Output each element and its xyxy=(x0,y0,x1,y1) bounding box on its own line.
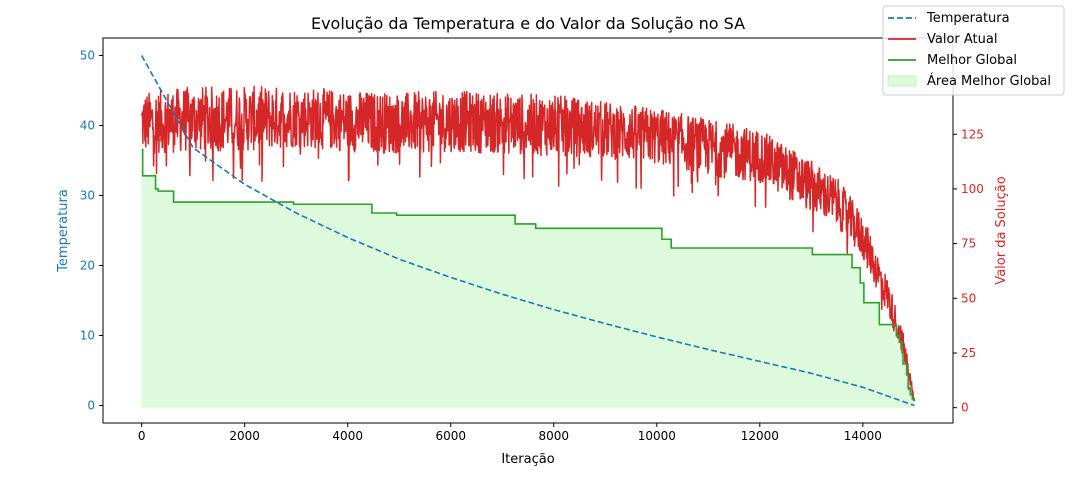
x-tick-label: 6000 xyxy=(435,429,466,443)
right-tick-label: 125 xyxy=(961,127,984,141)
x-tick-label: 10000 xyxy=(638,429,676,443)
current-value-line xyxy=(140,85,916,402)
left-tick-label: 30 xyxy=(80,189,95,203)
best-global-area xyxy=(141,149,915,408)
x-tick-label: 8000 xyxy=(538,429,569,443)
legend-label: Área Melhor Global xyxy=(927,73,1051,89)
x-tick-label: 2000 xyxy=(229,429,260,443)
legend-box xyxy=(882,5,1065,96)
temperature-line xyxy=(140,55,915,407)
legend-label: Temperatura xyxy=(926,11,1010,26)
right-tick-label: 25 xyxy=(961,346,976,360)
chart-title: Evolução da Temperatura e do Valor da So… xyxy=(311,14,745,33)
right-tick-label: 0 xyxy=(961,401,969,415)
right-tick-label: 75 xyxy=(961,237,976,251)
best-global-line xyxy=(141,148,916,402)
right-axis-ticks: 0 25 50 75 100 125 xyxy=(953,127,984,415)
series-layer xyxy=(140,55,916,407)
fill-layer xyxy=(141,149,915,408)
legend: Temperatura Valor Atual Melhor Global Área … xyxy=(882,5,1065,96)
x-axis-label: Iteração xyxy=(501,452,554,467)
left-tick-label: 10 xyxy=(80,329,95,343)
legend-label: Melhor Global xyxy=(927,53,1017,68)
plot-frame xyxy=(102,37,954,424)
x-tick-label: 4000 xyxy=(332,429,363,443)
left-axis-ticks: 0 10 20 30 40 50 xyxy=(80,49,103,413)
left-axis-label: Temperatura xyxy=(56,189,71,273)
x-tick-label: 12000 xyxy=(741,429,779,443)
x-tick-label: 14000 xyxy=(844,429,882,443)
legend-swatch xyxy=(887,75,917,87)
left-tick-label: 20 xyxy=(80,259,95,273)
left-tick-label: 50 xyxy=(80,49,95,63)
left-tick-label: 40 xyxy=(80,119,95,133)
legend-label: Valor Atual xyxy=(927,32,997,47)
left-tick-label: 0 xyxy=(87,399,95,413)
x-tick-label: 0 xyxy=(138,429,146,443)
right-axis-label: Valor da Solução xyxy=(994,176,1009,284)
right-tick-label: 50 xyxy=(961,291,976,305)
x-axis-ticks: 0 2000 4000 6000 8000 10000 12000 14000 xyxy=(138,423,882,443)
right-tick-label: 100 xyxy=(961,182,984,196)
